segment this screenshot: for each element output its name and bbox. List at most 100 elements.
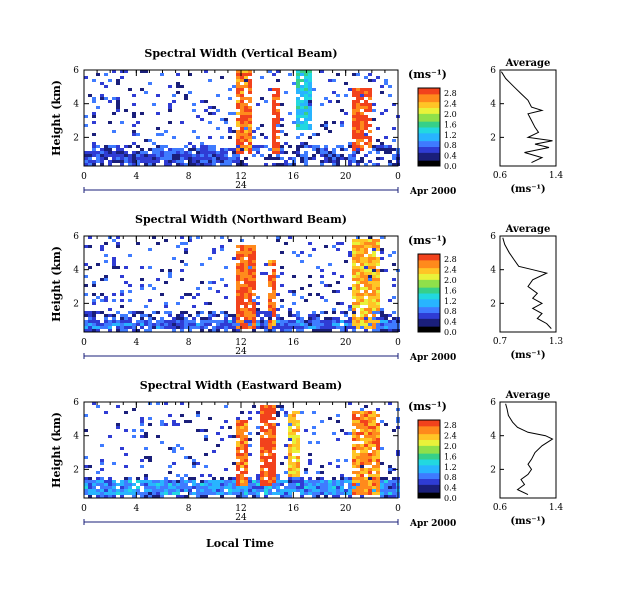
heatmap-cell bbox=[360, 160, 364, 163]
heatmap-cell bbox=[308, 483, 312, 486]
heatmap-cell bbox=[188, 486, 192, 489]
heatmap-cell bbox=[360, 130, 364, 133]
heatmap-cell bbox=[248, 88, 252, 91]
heatmap-cell bbox=[288, 465, 292, 468]
heatmap-cell bbox=[108, 314, 112, 317]
heatmap-cell bbox=[292, 486, 296, 489]
heatmap-cell bbox=[204, 302, 208, 305]
heatmap-cell bbox=[380, 145, 384, 148]
heatmap-cell bbox=[236, 278, 240, 281]
heatmap-cell bbox=[304, 127, 308, 130]
heatmap-cell bbox=[248, 432, 252, 435]
heatmap-cell bbox=[160, 320, 164, 323]
heatmap-cell bbox=[280, 130, 284, 133]
heatmap-cell bbox=[376, 260, 380, 263]
heatmap-cell bbox=[156, 480, 160, 483]
heatmap-cell bbox=[172, 329, 176, 332]
heatmap-cell bbox=[268, 471, 272, 474]
heatmap-cell bbox=[320, 326, 324, 329]
heatmap-cell bbox=[356, 151, 360, 154]
heatmap-cell bbox=[360, 88, 364, 91]
heatmap-cell bbox=[364, 302, 368, 305]
heatmap-cell bbox=[296, 438, 300, 441]
heatmap-cell bbox=[352, 284, 356, 287]
heatmap-cell bbox=[360, 462, 364, 465]
heatmap-cell bbox=[308, 73, 312, 76]
heatmap-cell bbox=[344, 314, 348, 317]
heatmap-cell bbox=[236, 453, 240, 456]
heatmap-cell bbox=[268, 465, 272, 468]
heatmap-cell bbox=[104, 296, 108, 299]
heatmap-cell bbox=[284, 495, 288, 498]
heatmap-cell bbox=[188, 157, 192, 160]
heatmap-cell bbox=[240, 447, 244, 450]
heatmap-cell bbox=[376, 311, 380, 314]
heatmap-cell bbox=[312, 495, 316, 498]
heatmap-cell bbox=[220, 160, 224, 163]
x-tick-label: 20 bbox=[340, 172, 352, 182]
heatmap-cell bbox=[100, 248, 104, 251]
heatmap-cell bbox=[384, 151, 388, 154]
heatmap-cell bbox=[164, 423, 168, 426]
heatmap-cell bbox=[236, 432, 240, 435]
heatmap-cell bbox=[92, 323, 96, 326]
heatmap-cell bbox=[356, 317, 360, 320]
heatmap-cell bbox=[296, 70, 300, 73]
heatmap-cell bbox=[148, 456, 152, 459]
heatmap-cell bbox=[272, 474, 276, 477]
heatmap-cell bbox=[100, 468, 104, 471]
heatmap-cell bbox=[312, 154, 316, 157]
heatmap-cell bbox=[176, 154, 180, 157]
heatmap-cell bbox=[232, 320, 236, 323]
heatmap-cell bbox=[376, 465, 380, 468]
heatmap-cell bbox=[172, 257, 176, 260]
heatmap-cell bbox=[88, 151, 92, 154]
heatmap-cell bbox=[196, 311, 200, 314]
heatmap-cell bbox=[92, 299, 96, 302]
heatmap-cell bbox=[364, 133, 368, 136]
heatmap-cell bbox=[240, 127, 244, 130]
heatmap-cell bbox=[224, 121, 228, 124]
heatmap-cell bbox=[312, 317, 316, 320]
heatmap-cell bbox=[152, 103, 156, 106]
heatmap-cell bbox=[232, 483, 236, 486]
heatmap-cell bbox=[328, 160, 332, 163]
heatmap-cell bbox=[272, 305, 276, 308]
heatmap-cell bbox=[364, 284, 368, 287]
heatmap-cell bbox=[248, 127, 252, 130]
heatmap-cell bbox=[288, 486, 292, 489]
heatmap-cell bbox=[152, 486, 156, 489]
heatmap-cell bbox=[292, 417, 296, 420]
heatmap-cell bbox=[104, 260, 108, 263]
heatmap-cell bbox=[344, 480, 348, 483]
heatmap-cell bbox=[168, 275, 172, 278]
heatmap-cell bbox=[384, 323, 388, 326]
heatmap-cell bbox=[120, 299, 124, 302]
heatmap-cell bbox=[220, 495, 224, 498]
heatmap-cell bbox=[176, 320, 180, 323]
heatmap-cell bbox=[120, 489, 124, 492]
heatmap-cell bbox=[312, 133, 316, 136]
heatmap-cell bbox=[276, 136, 280, 139]
heatmap-cell bbox=[368, 462, 372, 465]
heatmap-cell bbox=[260, 326, 264, 329]
heatmap-cell bbox=[168, 480, 172, 483]
heatmap-cell bbox=[348, 480, 352, 483]
heatmap-cell bbox=[352, 462, 356, 465]
heatmap-cell bbox=[244, 423, 248, 426]
heatmap-cell bbox=[224, 480, 228, 483]
heatmap-cell bbox=[272, 326, 276, 329]
heatmap-cell bbox=[352, 435, 356, 438]
date-label: Apr 2000 bbox=[409, 519, 456, 529]
heatmap-cell bbox=[368, 432, 372, 435]
heatmap-cell bbox=[380, 257, 384, 260]
heatmap-cell bbox=[268, 305, 272, 308]
heatmap-cell bbox=[180, 317, 184, 320]
heatmap-cell bbox=[84, 284, 88, 287]
heatmap-cell bbox=[148, 326, 152, 329]
heatmap-cell bbox=[368, 136, 372, 139]
heatmap-cell bbox=[220, 136, 224, 139]
heatmap-cell bbox=[280, 317, 284, 320]
x-tick-label: 16 bbox=[288, 338, 300, 348]
heatmap-cell bbox=[368, 305, 372, 308]
